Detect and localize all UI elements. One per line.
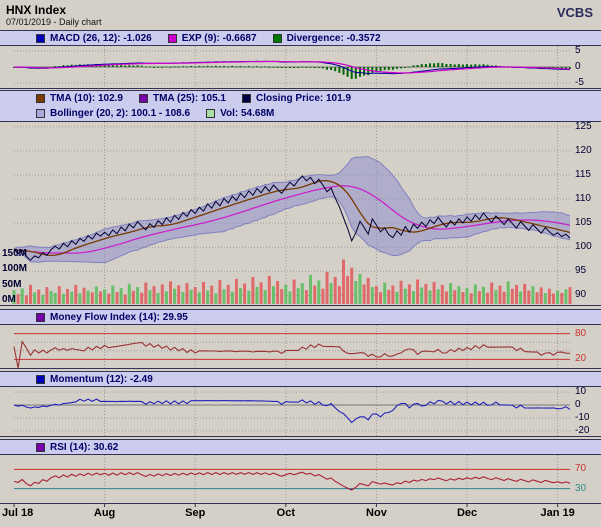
price-ytick: 100 [575,241,592,253]
legend-item-volume: Vol: 54.68M [206,108,274,119]
legend-item-divergence: Divergence: -0.3572 [272,32,381,44]
bollinger-legend-label: Bollinger (20, 2): 100.1 - 108.6 [50,108,191,119]
x-tick-label: Oct [276,507,295,519]
legend-item-bollinger: Bollinger (20, 2): 100.1 - 108.6 [36,108,190,119]
price-ytick: 105 [575,217,592,229]
x-tick-label: Jan 19 [540,507,575,519]
chart-subtitle: 07/01/2019 - Daily chart [6,17,102,27]
macd-legend-label: MACD (26, 12): -1.026 [50,32,152,44]
momentum-ytick: -10 [575,411,590,423]
momentum-plot[interactable] [0,387,601,437]
tma25-swatch-icon [138,94,148,103]
mfi-legend: Money Flow Index (14): 29.95 [0,309,601,325]
price-ytick: 120 [575,144,592,156]
rsi-legend: RSI (14): 30.62 [0,439,601,455]
rsi-legend-label: RSI (14): 30.62 [50,441,119,453]
price-legend-row2: Bollinger (20, 2): 100.1 - 108.6 Vol: 54… [0,106,290,121]
macd-swatch-icon [36,33,45,43]
mfi-ytick: 20 [575,353,587,365]
macd-ytick: 5 [575,44,581,56]
macd-ytick: -5 [575,77,584,89]
chart-title: HNX Index [6,3,67,17]
volume-swatch-icon [206,109,216,118]
macd-plot[interactable] [0,46,601,89]
x-tick-label: Aug [93,507,116,519]
tma25-legend-label: TMA (25): 105.1 [152,93,226,104]
bollinger-swatch-icon [36,109,45,118]
mfi-legend-label: Money Flow Index (14): 29.95 [50,311,188,323]
x-tick-label: Jul 18 [2,507,34,519]
price-ytick: 115 [575,168,591,180]
price-legend-row1: TMA (10): 102.9 TMA (25): 105.1 Closing … [0,91,367,106]
momentum-ytick: -20 [575,424,590,436]
price-legend: TMA (10): 102.9 TMA (25): 105.1 Closing … [0,90,601,122]
momentum-ytick: 10 [575,386,587,398]
legend-item-rsi: RSI (14): 30.62 [36,442,118,453]
titlebar: HNX Index 07/01/2019 - Daily chart VCBS [0,0,601,30]
tma10-swatch-icon [36,94,45,103]
volume-ytick: 150M [2,248,28,259]
momentum-legend: Momentum (12): -2.49 [0,371,601,387]
divergence-swatch-icon [272,33,282,43]
divergence-legend-label: Divergence: -0.3572 [286,32,381,44]
mfi-plot[interactable] [0,325,601,369]
closing-price-legend-label: Closing Price: 101.9 [255,93,352,104]
mfi-ytick: 80 [575,327,587,339]
exp-legend-label: EXP (9): -0.6687 [181,32,257,44]
rsi-ytick: 70 [575,463,587,475]
price-ytick: 110 [575,193,591,205]
price-ytick: 95 [575,265,587,277]
volume-ytick: 50M [2,278,22,290]
momentum-ytick: 0 [575,399,581,411]
legend-item-tma25: TMA (25): 105.1 [138,93,226,104]
rsi-ytick: 30 [575,482,587,494]
momentum-legend-label: Momentum (12): -2.49 [50,373,153,385]
tma10-legend-label: TMA (10): 102.9 [50,93,123,104]
price-ytick: 125 [575,120,592,132]
momentum-swatch-icon [36,374,45,384]
legend-item-momentum: Momentum (12): -2.49 [36,374,153,385]
legend-item-mfi: Money Flow Index (14): 29.95 [36,312,188,323]
exp-swatch-icon [167,33,177,43]
mfi-swatch-icon [36,312,45,322]
x-tick-label: Dec [456,507,478,519]
x-tick-label: Nov [366,507,387,519]
price-ytick: 90 [575,289,587,301]
volume-legend-label: Vol: 54.68M [220,108,275,119]
x-tick-label: Sep [185,507,206,519]
volume-ytick: 100M [2,263,28,275]
macd-ytick: 0 [575,61,581,72]
legend-item-closing-price: Closing Price: 101.9 [241,93,352,104]
closing-price-swatch-icon [241,94,251,103]
rsi-plot[interactable] [0,455,601,504]
price-plot[interactable] [0,122,601,306]
legend-item-tma10: TMA (10): 102.9 [36,93,123,104]
brand-logo: VCBS [556,5,593,20]
macd-legend: MACD (26, 12): -1.026 EXP (9): -0.6687 D… [0,30,601,46]
rsi-swatch-icon [36,442,45,452]
volume-ytick: 0M [2,294,16,305]
legend-item-exp: EXP (9): -0.6687 [167,32,257,44]
legend-item-macd: MACD (26, 12): -1.026 [36,33,152,44]
